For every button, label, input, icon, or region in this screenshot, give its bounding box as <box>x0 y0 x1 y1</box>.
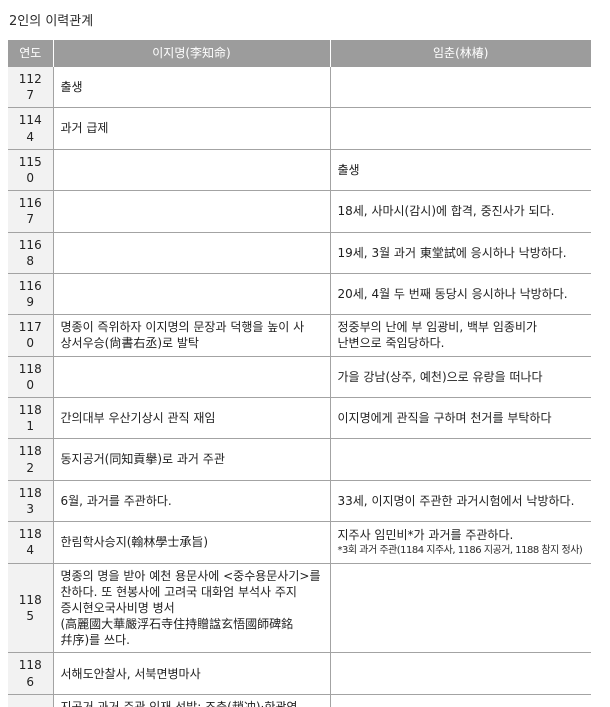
person1-cell: 간의대부 우산기상시 관직 재임 <box>53 396 331 439</box>
year-cell: 1182 <box>8 438 54 481</box>
table-row: 1169 20세, 4월 두 번째 동당시 응시하나 낙방하다. <box>8 272 591 315</box>
person2-cell: 정중부의 난에 부 임광비, 백부 임종비가 난변으로 죽임당하다. <box>330 314 591 357</box>
person1-cell <box>53 272 331 315</box>
person1-cell: 6월, 과거를 주관하다. <box>53 479 331 522</box>
header-year: 연도 <box>8 40 54 67</box>
table-row: 1150 출생 <box>8 148 591 191</box>
footnote-text: *3회 과거 주관(1184 지주사, 1186 지공거, 1188 참지 정사… <box>337 545 583 557</box>
year-cell: 1170 <box>8 314 54 357</box>
year-cell: 1168 <box>8 231 54 274</box>
career-history-table: 연도 이지명(李知命) 임춘(林椿) 1127 출생 1144 과거 급제 11… <box>8 40 591 707</box>
person2-cell <box>330 652 591 695</box>
table-row: 1185 명종의 명을 받아 예천 용문사에 <중수용문사기>를 찬하다. 또 … <box>8 562 591 653</box>
person1-cell <box>53 148 331 191</box>
table-row: 1181 간의대부 우산기상시 관직 재임 이지명에게 관직을 구하며 천거를 … <box>8 396 591 439</box>
person1-cell <box>53 355 331 398</box>
year-cell: 1185 <box>8 562 54 653</box>
header-person2: 임춘(林椿) <box>330 40 591 67</box>
person2-cell: 19세, 3월 과거 東堂試에 응시하나 낙방하다. <box>330 231 591 274</box>
person2-cell: 33세, 이지명이 주관한 과거시험에서 낙방하다. <box>330 479 591 522</box>
table-row: 1184 한림학사승지(翰林學士承旨) 지주사 임민비*가 과거를 주관하다. … <box>8 521 591 563</box>
person1-cell: 명종의 명을 받아 예천 용문사에 <중수용문사기>를 찬하다. 또 현봉사에 … <box>53 562 331 653</box>
person2-cell: 이지명에게 장단에 유허지 장만을 부탁하여, 초당을 마련 이거하다. <box>330 693 591 707</box>
year-cell: 1181 <box>8 396 54 439</box>
person2-cell: 지주사 임민비*가 과거를 주관하다. *3회 과거 주관(1184 지주사, … <box>330 521 591 563</box>
person2-cell: 18세, 사마시(감시)에 합격, 중진사가 되다. <box>330 190 591 232</box>
person2-cell <box>330 438 591 481</box>
table-row: 1183 6월, 과거를 주관하다. 33세, 이지명이 주관한 과거시험에서 … <box>8 479 591 522</box>
table-row: 1168 19세, 3월 과거 東堂試에 응시하나 낙방하다. <box>8 231 591 274</box>
table-row: 1180 가을 강남(상주, 예천)으로 유랑을 떠나다 <box>8 355 591 398</box>
year-cell: 1190 <box>8 693 54 707</box>
person1-cell: 명종이 즉위하자 이지명의 문장과 덕행을 높이 사 상서우승(尙書右丞)로 발… <box>53 314 331 357</box>
person1-cell: 서해도안찰사, 서북면병마사 <box>53 652 331 695</box>
year-cell: 1167 <box>8 190 54 232</box>
year-cell: 1169 <box>8 272 54 315</box>
person1-cell <box>53 231 331 274</box>
person1-cell <box>53 190 331 232</box>
year-cell: 1150 <box>8 148 54 191</box>
person2-cell <box>330 562 591 653</box>
page-title: 2인의 이력관계 <box>9 14 94 29</box>
table-row: 1186 서해도안찰사, 서북면병마사 <box>8 652 591 695</box>
person1-cell: 과거 급제 <box>53 107 331 150</box>
year-cell: 1180 <box>8 355 54 398</box>
person1-cell: 동지공거(同知貢擧)로 과거 주관 <box>53 438 331 481</box>
person1-cell: 한림학사승지(翰林學士承旨) <box>53 521 331 563</box>
year-cell: 1127 <box>8 67 54 108</box>
year-cell: 1186 <box>8 652 54 695</box>
person2-cell <box>330 67 591 108</box>
table-row: 1182 동지공거(同知貢擧)로 과거 주관 <box>8 438 591 481</box>
person2-cell: 20세, 4월 두 번째 동당시 응시하나 낙방하다. <box>330 272 591 315</box>
table-row: 1190 지공거 과거 주관 인재 선발: 조충(趙冲)·한광연(韓光衍)·이규… <box>8 693 591 707</box>
header-person1: 이지명(李知命) <box>53 40 331 67</box>
person2-cell-text: 지주사 임민비*가 과거를 주관하다. <box>337 527 514 542</box>
person2-cell <box>330 107 591 150</box>
header-row: 연도 이지명(李知命) 임춘(林椿) <box>8 40 591 67</box>
year-cell: 1144 <box>8 107 54 150</box>
person1-cell: 출생 <box>53 67 331 108</box>
person1-cell: 지공거 과거 주관 인재 선발: 조충(趙冲)·한광연(韓光衍)·이규보(李奎報… <box>53 693 331 707</box>
year-cell: 1183 <box>8 479 54 522</box>
table-row: 1127 출생 <box>8 67 591 108</box>
year-cell: 1184 <box>8 521 54 563</box>
person2-cell: 출생 <box>330 148 591 191</box>
table-row: 1170 명종이 즉위하자 이지명의 문장과 덕행을 높이 사 상서우승(尙書右… <box>8 314 591 357</box>
table-row: 1167 18세, 사마시(감시)에 합격, 중진사가 되다. <box>8 190 591 232</box>
person2-cell: 가을 강남(상주, 예천)으로 유랑을 떠나다 <box>330 355 591 398</box>
table-row: 1144 과거 급제 <box>8 107 591 150</box>
person2-cell: 이지명에게 관직을 구하며 천거를 부탁하다 <box>330 396 591 439</box>
